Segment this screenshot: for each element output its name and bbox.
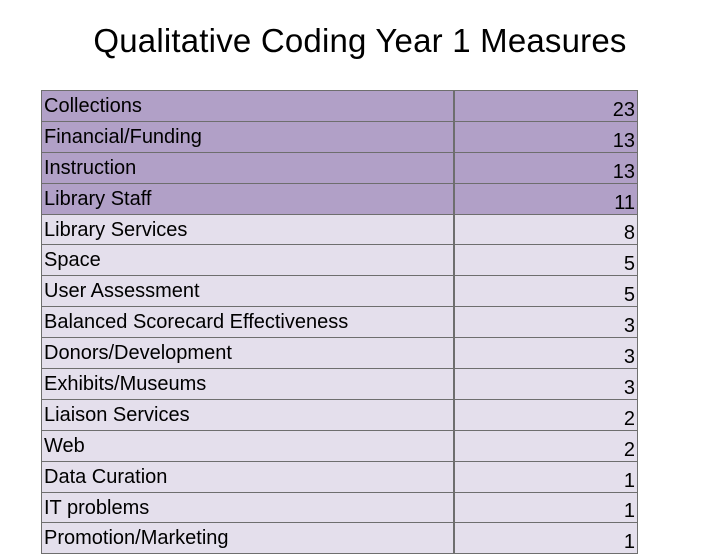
measure-label: Financial/Funding — [41, 120, 454, 153]
measure-count: 5 — [454, 275, 638, 308]
measure-label: Balanced Scorecard Effectiveness — [41, 306, 454, 339]
table-row: Library Staff 11 — [41, 182, 638, 215]
table-row: Liaison Services 2 — [41, 398, 638, 431]
measure-label: Space — [41, 244, 454, 277]
measure-label: IT problems — [41, 491, 454, 524]
measure-label: Web — [41, 429, 454, 462]
measure-count: 3 — [454, 337, 638, 370]
table-row: Promotion/Marketing 1 — [41, 522, 638, 554]
measure-label: Donors/Development — [41, 337, 454, 370]
measure-label: Liaison Services — [41, 398, 454, 431]
measures-table-body: Collections 23 Financial/Funding 13 Instruct… — [41, 90, 638, 554]
measure-count: 1 — [454, 491, 638, 524]
measure-label: Library Services — [41, 213, 454, 246]
measure-count: 13 — [454, 151, 638, 184]
table-row: Library Services 8 — [41, 213, 638, 246]
measure-label: Data Curation — [41, 460, 454, 493]
measure-label: Instruction — [41, 151, 454, 184]
measure-count: 5 — [454, 244, 638, 277]
table-row: Instruction 13 — [41, 151, 638, 184]
table-row: User Assessment 5 — [41, 275, 638, 308]
table-row: Donors/Development 3 — [41, 337, 638, 370]
table-row: Balanced Scorecard Effectiveness 3 — [41, 306, 638, 339]
measure-count: 13 — [454, 120, 638, 153]
measure-count: 1 — [454, 460, 638, 493]
table-row: Collections 23 — [41, 90, 638, 122]
table-row: Space 5 — [41, 244, 638, 277]
measure-count: 23 — [454, 90, 638, 122]
measures-table: Collections 23 Financial/Funding 13 Instruct… — [41, 90, 638, 554]
measure-label: Collections — [41, 90, 454, 122]
table-row: IT problems 1 — [41, 491, 638, 524]
table-row: Web 2 — [41, 429, 638, 462]
measure-count: 1 — [454, 522, 638, 554]
table-row: Data Curation 1 — [41, 460, 638, 493]
measure-count: 2 — [454, 429, 638, 462]
page-title: Qualitative Coding Year 1 Measures — [93, 22, 627, 59]
measure-count: 8 — [454, 213, 638, 246]
measure-label: Promotion/Marketing — [41, 522, 454, 554]
measure-label: Exhibits/Museums — [41, 368, 454, 400]
table-row: Financial/Funding 13 — [41, 120, 638, 153]
measure-label: Library Staff — [41, 182, 454, 215]
measure-count: 3 — [454, 306, 638, 339]
measure-count: 2 — [454, 398, 638, 431]
table-row: Exhibits/Museums 3 — [41, 368, 638, 400]
measure-count: 3 — [454, 368, 638, 400]
measure-label: User Assessment — [41, 275, 454, 308]
measure-count: 11 — [454, 182, 638, 215]
